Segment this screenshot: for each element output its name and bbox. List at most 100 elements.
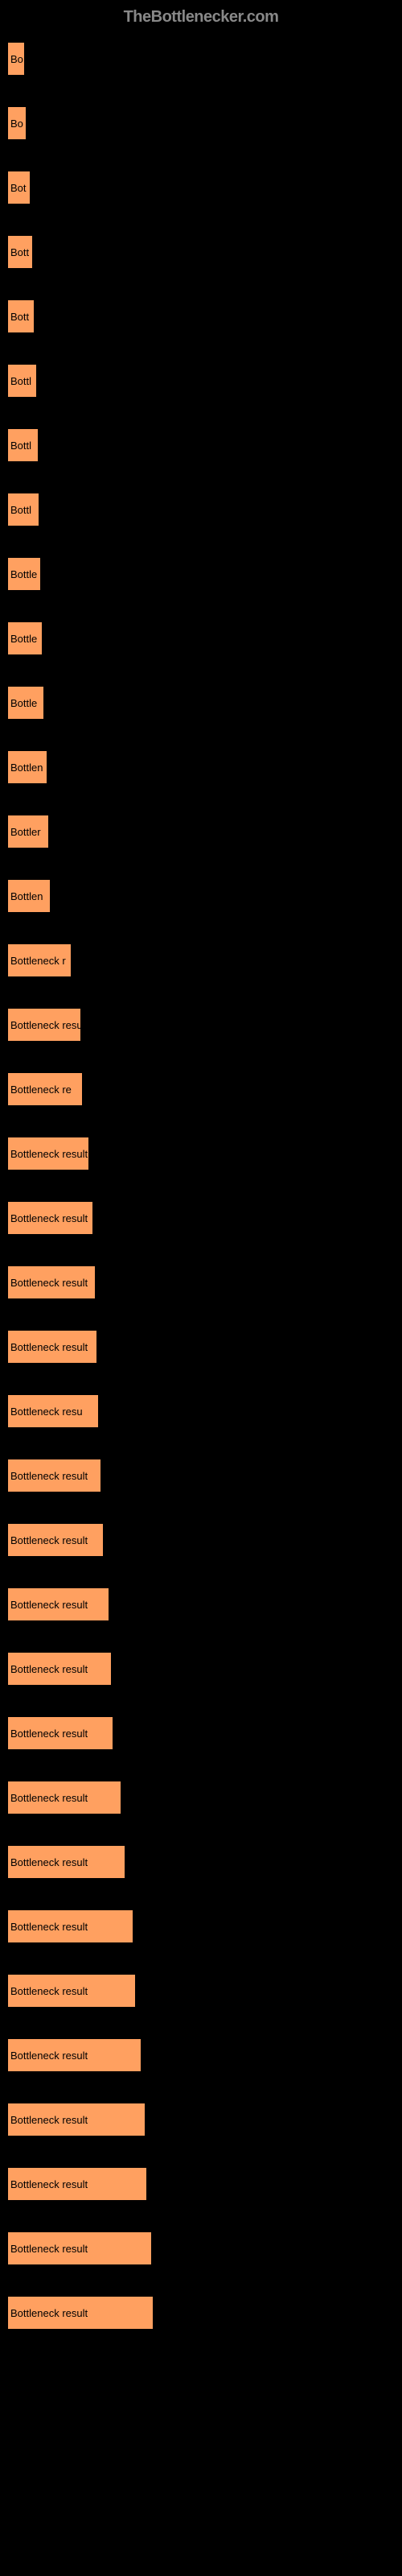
bar-label: Bottleneck result <box>8 1663 88 1675</box>
bar-label: Bottleneck result <box>8 1148 88 1160</box>
bar: Bottleneck result <box>8 1524 103 1556</box>
bar: Bottleneck result <box>8 1653 111 1685</box>
bar-label: Bottleneck result <box>8 1856 88 1868</box>
bar-label: Bottle <box>8 568 37 580</box>
bar-label: Bottleneck result <box>8 1792 88 1804</box>
bar: Bottleneck result <box>8 1202 92 1234</box>
bar: Bottleneck resu <box>8 1009 80 1041</box>
bar-label: Bottle <box>8 697 37 709</box>
bar-label: Bottleneck result <box>8 2050 88 2062</box>
bar: Bottleneck result <box>8 1459 100 1492</box>
bar-label: Bottleneck result <box>8 1277 88 1289</box>
bar: Bottleneck result <box>8 2039 141 2071</box>
bar-label: Bottlen <box>8 890 43 902</box>
bar-label: Bottleneck re <box>8 1084 72 1096</box>
bar: Bottlen <box>8 880 50 912</box>
bar-label: Bottleneck result <box>8 1534 88 1546</box>
bar-row: Bottleneck resu <box>8 1395 394 1427</box>
bar-label: Bottleneck result <box>8 1599 88 1611</box>
bar-row: Bottleneck result <box>8 1653 394 1685</box>
bar-row: Bott <box>8 236 394 268</box>
bar-row: Bottl <box>8 493 394 526</box>
bar-row: Bottleneck result <box>8 1975 394 2007</box>
bar: Bott <box>8 300 34 332</box>
bar-row: Bottl <box>8 365 394 397</box>
bar-label: Bottleneck result <box>8 1985 88 1997</box>
bar-row: Bottleneck result <box>8 1588 394 1620</box>
bar: Bo <box>8 43 24 75</box>
bar-label: Bottle <box>8 633 37 645</box>
bar-label: Bo <box>8 118 23 130</box>
bar-row: Bottleneck result <box>8 1459 394 1492</box>
bar-row: Bottleneck result <box>8 1524 394 1556</box>
bar-label: Bottleneck result <box>8 2178 88 2190</box>
bar-row: Bottleneck result <box>8 2297 394 2329</box>
bar-label: Bottleneck result <box>8 1212 88 1224</box>
bar-row: Bottleneck re <box>8 1073 394 1105</box>
bar: Bottleneck result <box>8 1137 88 1170</box>
bar: Bottler <box>8 815 48 848</box>
bar-label: Bottleneck r <box>8 955 66 967</box>
bar: Bottleneck result <box>8 1717 113 1749</box>
bar-row: Bottlen <box>8 880 394 912</box>
bar-row: Bottleneck result <box>8 1846 394 1878</box>
bar: Bo <box>8 107 26 139</box>
bar: Bottleneck result <box>8 1910 133 1942</box>
bar: Bot <box>8 171 30 204</box>
bar-label: Bottleneck result <box>8 2307 88 2319</box>
bar-label: Bottleneck result <box>8 1341 88 1353</box>
bar-row: Bottleneck result <box>8 1331 394 1363</box>
site-header: TheBottlenecker.com <box>8 8 394 27</box>
bar-row: Bottleneck result <box>8 1781 394 1814</box>
bar-row: Bottle <box>8 687 394 719</box>
bar: Bottleneck result <box>8 2168 146 2200</box>
bar: Bottleneck result <box>8 1781 121 1814</box>
bar: Bottleneck result <box>8 2103 145 2136</box>
bar: Bottleneck result <box>8 1846 125 1878</box>
bar-chart: Bo Bo Bot Bott Bott Bottl Bottl Bottl Bottle Bott… <box>8 43 394 2355</box>
bar-label: Bottleneck result <box>8 2114 88 2126</box>
bar-row: Bottler <box>8 815 394 848</box>
bar-label: Bottl <box>8 440 31 452</box>
bar-row: Bottl <box>8 429 394 461</box>
bar-row: Bottleneck result <box>8 1717 394 1749</box>
bar: Bottleneck result <box>8 1331 96 1363</box>
bar-label: Bottleneck resu <box>8 1019 80 1031</box>
bar: Bottl <box>8 429 38 461</box>
bar-label: Bottleneck resu <box>8 1406 83 1418</box>
bar: Bottleneck resu <box>8 1395 98 1427</box>
bar-row: Bottleneck result <box>8 1910 394 1942</box>
bar: Bottleneck result <box>8 1266 95 1298</box>
bar-row: Bottleneck result <box>8 1137 394 1170</box>
bar: Bottleneck result <box>8 1588 109 1620</box>
bar-label: Bottleneck result <box>8 1921 88 1933</box>
bar-row: Bottleneck result <box>8 2232 394 2264</box>
bar: Bottleneck r <box>8 944 71 976</box>
bar-label: Bottleneck result <box>8 1728 88 1740</box>
bar-row: Bottle <box>8 558 394 590</box>
bar-row: Bottlen <box>8 751 394 783</box>
bar: Bottle <box>8 687 43 719</box>
bar-label: Bottler <box>8 826 41 838</box>
bar: Bottleneck result <box>8 2297 153 2329</box>
bar-row: Bottleneck r <box>8 944 394 976</box>
bar: Bottl <box>8 365 36 397</box>
bar: Bottlen <box>8 751 47 783</box>
bar-row: Bottleneck result <box>8 2039 394 2071</box>
bar-label: Bott <box>8 311 29 323</box>
bar-label: Bottleneck result <box>8 2243 88 2255</box>
bar-row: Bot <box>8 171 394 204</box>
bar-row: Bottleneck result <box>8 1266 394 1298</box>
bar-row: Bo <box>8 107 394 139</box>
bar-label: Bottl <box>8 375 31 387</box>
bar-row: Bottleneck resu <box>8 1009 394 1041</box>
bar-label: Bot <box>8 182 27 194</box>
bar: Bottle <box>8 622 42 654</box>
bar-row: Bottleneck result <box>8 2168 394 2200</box>
bar-row: Bottleneck result <box>8 1202 394 1234</box>
bar: Bottl <box>8 493 39 526</box>
bar-label: Bottl <box>8 504 31 516</box>
bar: Bottle <box>8 558 40 590</box>
bar-row: Bottle <box>8 622 394 654</box>
bar-label: Bott <box>8 246 29 258</box>
